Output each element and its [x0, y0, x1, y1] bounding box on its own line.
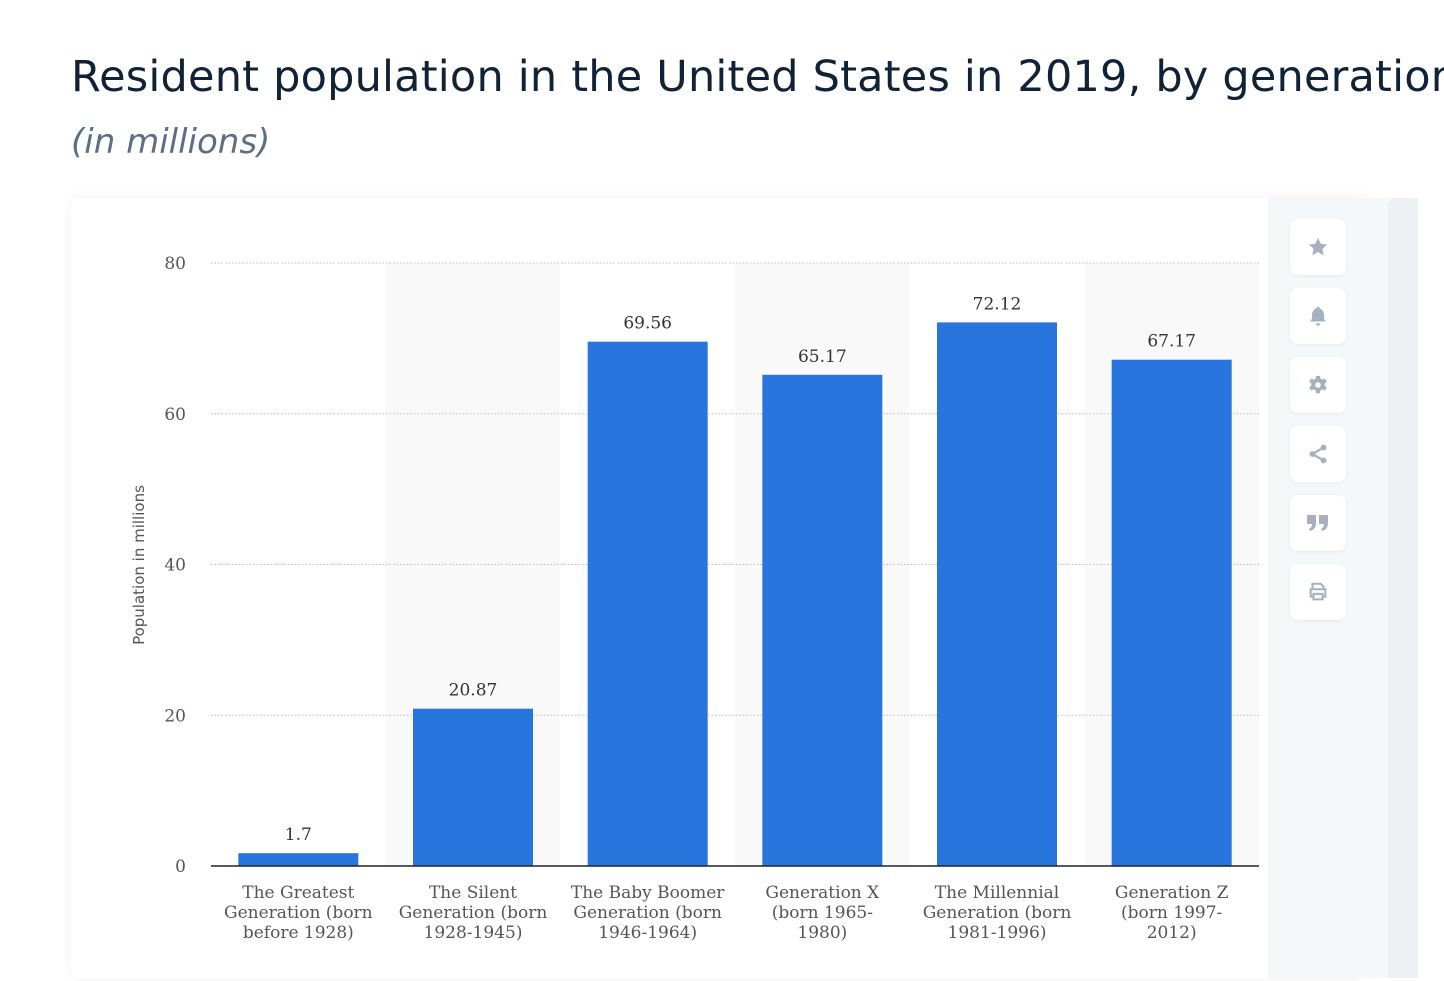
favorite-button[interactable] — [1290, 219, 1346, 275]
x-tick-label: The Silent Generation (born 1928-1945) — [399, 883, 548, 943]
bar — [1111, 359, 1232, 866]
x-tick-label: The Millennial Generation (born 1981-1996) — [923, 883, 1072, 943]
gear-icon — [1309, 375, 1327, 394]
bar — [762, 374, 883, 866]
bar — [413, 708, 533, 866]
bar — [937, 322, 1057, 866]
cite-button[interactable] — [1290, 495, 1346, 551]
quote-icon — [1307, 515, 1328, 531]
data-label: 72.12 — [973, 294, 1022, 314]
data-label: 65.17 — [798, 347, 847, 367]
data-label: 20.87 — [449, 681, 498, 701]
adjacent-panel — [1388, 198, 1418, 978]
notification-button[interactable] — [1290, 288, 1346, 344]
chart-subtitle: (in millions) — [71, 122, 271, 162]
share-icon — [1309, 444, 1327, 464]
y-tick-label: 80 — [164, 254, 186, 274]
bar — [238, 853, 359, 866]
x-tick-label: Generation X (born 1965-1980) — [765, 883, 880, 943]
settings-button[interactable] — [1290, 357, 1346, 413]
y-tick-label: 20 — [164, 706, 186, 726]
x-tick-label: The Greatest Generation (born before 1928) — [224, 883, 373, 943]
y-tick-label: 60 — [164, 405, 186, 425]
data-label: 69.56 — [623, 314, 672, 334]
x-tick-label: The Baby Boomer Generation (born 1946-1964… — [571, 883, 725, 943]
y-tick-label: 0 — [175, 857, 186, 877]
data-label: 67.17 — [1147, 332, 1196, 352]
bell-icon — [1310, 306, 1326, 326]
print-icon — [1309, 582, 1327, 601]
print-button[interactable] — [1290, 564, 1346, 620]
star-icon — [1308, 237, 1328, 256]
data-label: 1.7 — [285, 825, 312, 845]
y-axis-label: Population in millions — [130, 485, 148, 645]
y-tick-label: 40 — [164, 556, 186, 576]
x-tick-label: Generation Z (born 1997-2012) — [1115, 883, 1229, 943]
bar — [587, 341, 708, 866]
share-button[interactable] — [1290, 426, 1346, 482]
chart-title: Resident population in the United States… — [71, 52, 1444, 102]
